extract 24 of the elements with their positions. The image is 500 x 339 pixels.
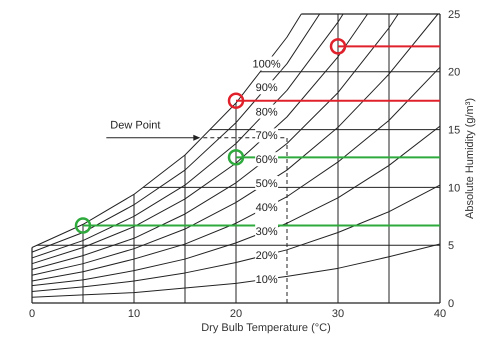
y-tick-label: 10 [448,182,460,194]
x-tick-label: 20 [230,308,242,320]
y-tick-label: 15 [448,124,460,136]
series-label: 30% [256,226,278,238]
series-label: 20% [256,250,278,262]
y-axis-title: Absolute Humidity (g/m³) [464,98,476,220]
x-tick-label: 10 [128,308,140,320]
x-axis-title: Dry Bulb Temperature (°C) [201,322,331,334]
series-label: 90% [256,82,278,94]
series-label: 80% [256,106,278,118]
y-tick-label: 25 [448,8,460,21]
y-tick-label: 20 [448,66,460,79]
series-label: 70% [256,130,278,142]
series-label: 10% [256,274,278,286]
y-tick-label: 5 [448,240,454,252]
x-tick-label: 30 [332,308,344,320]
y-tick-label: 0 [448,298,454,310]
series-label: 40% [256,202,278,214]
series-label: 60% [256,154,278,166]
x-tick-label: 40 [434,308,446,320]
x-tick-label: 0 [28,308,36,320]
annotation: Dew Point [110,120,160,132]
series-label: 100% [252,58,281,70]
series-label: 50% [256,178,278,190]
